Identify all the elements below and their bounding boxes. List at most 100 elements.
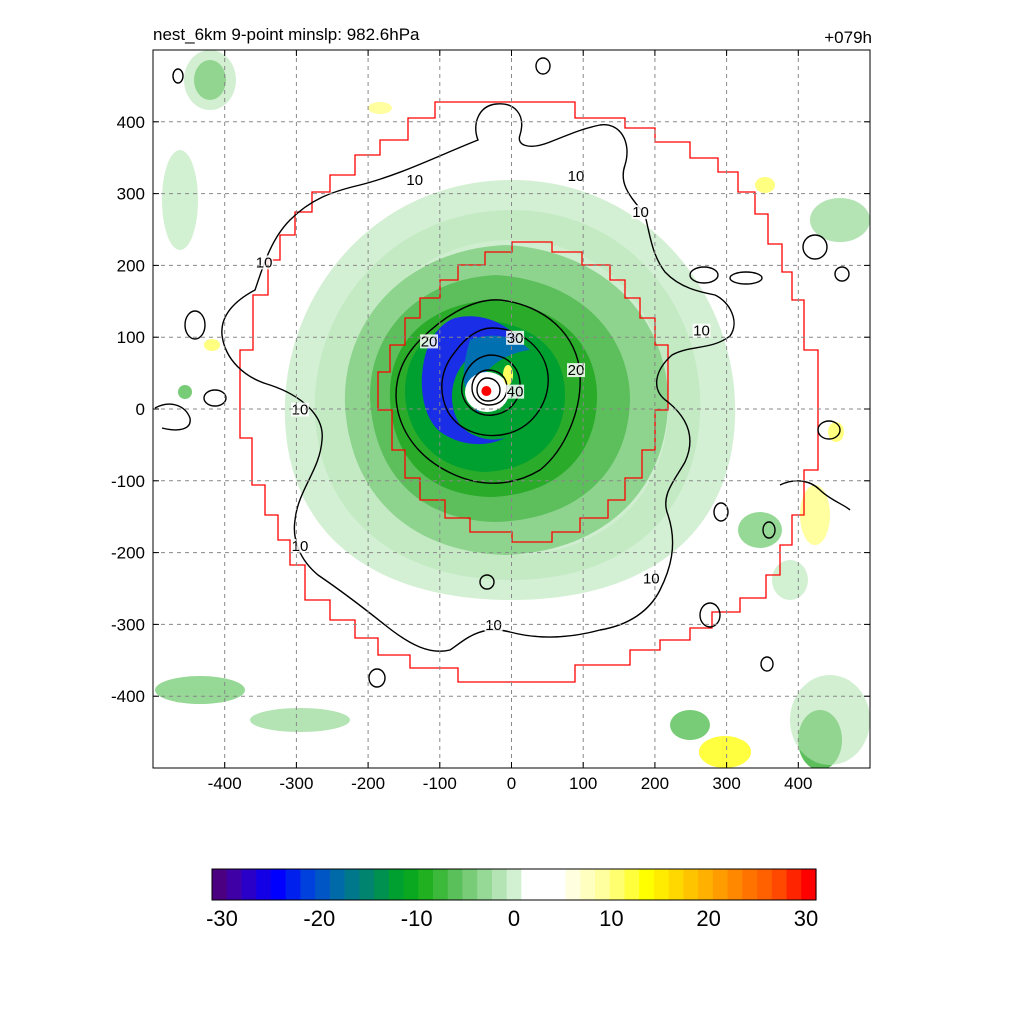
colorbar-tick-label: 10 — [599, 906, 623, 931]
contour-small — [760, 656, 774, 672]
colorbar-swatch — [285, 869, 301, 900]
y-tick-label: -100 — [111, 472, 145, 491]
contour-label: 10 — [632, 204, 649, 221]
x-axis: -400 -300 -200 -100 0 100 200 300 400 — [208, 50, 812, 793]
contour-east-arc — [779, 480, 851, 511]
shade-teal-band — [463, 335, 530, 415]
x-tick-label: -100 — [423, 774, 457, 793]
colorbar-swatch — [580, 869, 596, 900]
y-tick-label: 200 — [117, 256, 145, 275]
colorbar-swatch — [212, 869, 228, 900]
colorbar-swatch — [742, 869, 758, 900]
colorbar-swatch — [300, 869, 316, 900]
shade-patch — [790, 675, 870, 765]
contour-label-bg — [405, 172, 424, 187]
chart-title: nest_6km 9-point minslp: 982.6hPa — [153, 25, 420, 44]
colorbar-swatch — [639, 869, 655, 900]
contour-small — [817, 420, 841, 440]
shade-patch — [204, 339, 220, 351]
shade-patch — [738, 512, 782, 548]
contour-30 — [441, 327, 549, 437]
colorbar-swatch — [270, 869, 287, 900]
colorbar-swatch — [388, 869, 405, 900]
contour-label-bg — [567, 169, 586, 184]
colorbar-tick-label: -30 — [206, 906, 238, 931]
colorbar-swatch — [536, 869, 552, 900]
shade-patch — [250, 708, 350, 732]
contour-small — [699, 602, 721, 628]
x-tick-label: 200 — [641, 774, 669, 793]
shade-patch — [178, 385, 192, 399]
colorbar-tick-label: 20 — [696, 906, 720, 931]
contour-label-bg — [567, 363, 586, 378]
x-tick-label: -400 — [208, 774, 242, 793]
contour-small — [172, 68, 184, 84]
contour-label: 10 — [693, 323, 710, 340]
contour-small — [184, 310, 206, 340]
contour-label-bg — [484, 617, 503, 632]
storm-center-marker — [481, 386, 492, 397]
contour-40 — [461, 354, 521, 416]
contour-label: 10 — [643, 570, 660, 587]
colorbar-swatch — [683, 869, 699, 900]
shade-patch — [699, 736, 751, 768]
colorbar — [212, 869, 817, 900]
shade-patch — [772, 560, 808, 600]
contour-label-bg — [290, 402, 309, 417]
colorbar-tick-label: -20 — [303, 906, 335, 931]
y-tick-label: 400 — [117, 113, 145, 132]
shaded-field — [155, 50, 870, 768]
contour-small — [762, 521, 776, 539]
colorbar-swatch — [374, 869, 390, 900]
colorbar-swatch — [432, 869, 449, 900]
contour-label-bg — [642, 571, 661, 586]
colorbar-swatch — [447, 869, 464, 900]
contour-label-bg — [290, 539, 309, 554]
colorbar-labels: -30 -20 -10 0 10 20 30 — [206, 906, 818, 931]
y-tick-label: 100 — [117, 328, 145, 347]
y-tick-label: -300 — [111, 615, 145, 634]
x-tick-label: -300 — [279, 774, 313, 793]
colorbar-swatch — [506, 869, 522, 900]
y-axis: 400 300 200 100 0 -100 -200 -300 -400 — [111, 113, 870, 706]
forecast-hour-label: +079h — [824, 28, 872, 47]
contour-label: 10 — [485, 617, 502, 634]
x-tick-label: 0 — [507, 774, 516, 793]
contour-label-bg — [631, 205, 650, 220]
x-tick-label: 100 — [569, 774, 597, 793]
contour-small — [834, 266, 850, 282]
contour-small — [689, 266, 719, 284]
colorbar-swatch — [521, 869, 537, 900]
colorbar-swatch — [801, 869, 817, 900]
shade-patch — [755, 177, 775, 193]
colorbar-tick-label: -10 — [401, 906, 433, 931]
colorbar-swatch — [241, 869, 257, 900]
contour-label: 10 — [292, 538, 309, 555]
outer-nest-boundary — [239, 101, 819, 683]
colorbar-swatch — [624, 869, 640, 900]
x-tick-label: -200 — [351, 774, 385, 793]
contour-label: 20 — [421, 333, 438, 350]
x-tick-label: 300 — [712, 774, 740, 793]
contour-label: 10 — [256, 254, 273, 271]
contour-small — [802, 234, 828, 260]
contour-label: 10 — [568, 168, 585, 185]
contour-labels: 10 10 10 10 10 10 10 10 10 20 20 30 40 — [255, 168, 711, 634]
contour-label-bg — [506, 330, 525, 345]
shade-patch — [184, 50, 236, 110]
contour-label: 40 — [507, 384, 524, 401]
y-tick-label: 300 — [117, 185, 145, 204]
colorbar-swatch — [359, 869, 375, 900]
shade-patch — [800, 485, 830, 545]
colorbar-swatch — [403, 869, 419, 900]
y-tick-label: -200 — [111, 544, 145, 563]
colorbar-swatch — [727, 869, 743, 900]
x-tick-label: 400 — [784, 774, 812, 793]
contour-small — [729, 271, 763, 285]
contour-west-arc — [154, 403, 191, 431]
shade-patch — [162, 150, 198, 250]
contour-label-bg — [692, 323, 711, 338]
y-tick-label: 0 — [136, 400, 145, 419]
shade-patch — [155, 676, 245, 704]
